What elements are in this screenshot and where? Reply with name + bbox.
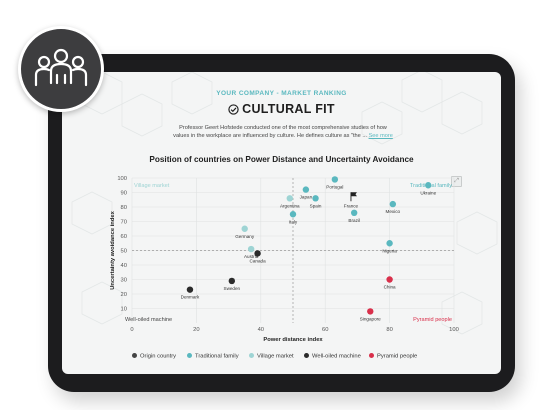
page-subtitle: YOUR COMPANY - MARKET RANKING: [216, 90, 347, 97]
data-point: [386, 240, 393, 247]
y-tick-label: 10: [121, 307, 127, 313]
data-point-label: France: [344, 203, 359, 208]
data-point: [228, 277, 236, 285]
data-point-label: Argentina: [280, 203, 300, 208]
data-point-label: Italy: [289, 219, 298, 224]
x-tick-label: 40: [258, 327, 264, 333]
data-point-label: Canada: [250, 258, 267, 263]
legend-label: Well-oiled machine: [312, 353, 361, 360]
data-point-label: Ukraine: [420, 190, 436, 195]
x-tick-label: 0: [130, 327, 133, 333]
data-point-label: Portugal: [326, 184, 343, 189]
data-point: [302, 186, 310, 193]
y-axis-label: Uncertainty avoidance index: [110, 210, 116, 289]
x-tick-label: 60: [322, 327, 328, 333]
data-point: [389, 200, 397, 208]
legend-item[interactable]: Village market: [249, 353, 294, 360]
x-tick-label: 20: [193, 327, 199, 333]
x-tick-label: 100: [449, 327, 459, 333]
y-tick-label: 90: [121, 191, 127, 197]
data-point: [350, 209, 358, 216]
scatter-chart: 0 20 40 60 80 100 10 20 30 40 50 60 70 80 90 100 Power d…: [110, 176, 459, 343]
data-point: [331, 176, 339, 183]
legend-dot: [304, 353, 309, 358]
legend-dot: [187, 353, 192, 358]
hexagon-background-pattern: [71, 72, 498, 335]
page-title: CULTURAL FIT: [62, 102, 501, 116]
legend-label: Traditional family: [195, 353, 239, 360]
legend-item[interactable]: Pyramid people: [369, 353, 417, 360]
legend-item[interactable]: Well-oiled machine: [304, 353, 361, 360]
data-point: [186, 286, 194, 293]
data-point-label: Japan: [300, 195, 313, 200]
data-point-label: Mexico: [386, 209, 401, 214]
quadrant-label-top-left: Village market: [134, 183, 170, 189]
data-point-label: Nigeria: [382, 248, 397, 253]
see-more-link[interactable]: See more: [368, 132, 393, 139]
data-point: [289, 211, 297, 218]
legend-dot: [249, 353, 254, 358]
data-point-label: Austria: [244, 254, 259, 259]
y-tick-label: 50: [121, 249, 127, 255]
y-tick-label: 60: [121, 234, 127, 240]
chart-title: Position of countries on Power Distance …: [149, 155, 414, 164]
legend-item[interactable]: Traditional family: [187, 353, 239, 360]
data-point-label: China: [384, 285, 396, 290]
y-tick-label: 40: [121, 263, 127, 269]
team-people-icon: [34, 48, 88, 87]
x-axis-label: Power distance index: [263, 337, 323, 343]
team-badge: [18, 26, 104, 112]
y-tick-label: 30: [121, 278, 127, 284]
legend-label: Origin country: [140, 353, 177, 360]
data-point-label: Spain: [310, 203, 322, 208]
legend-label: Pyramid people: [377, 353, 418, 360]
legend-dot: [369, 353, 374, 358]
data-point: [425, 182, 432, 189]
origin-flag-icon: [350, 192, 357, 197]
y-tick-label: 20: [121, 292, 127, 298]
legend-label: Village market: [257, 353, 294, 360]
y-tick-label: 100: [117, 176, 127, 182]
data-point: [241, 225, 248, 232]
quadrant-label-bottom-left: Well-oiled machine: [125, 317, 172, 323]
y-tick-label: 70: [121, 220, 127, 226]
data-point: [254, 250, 261, 257]
data-point: [286, 195, 293, 202]
data-point-label: Germany: [235, 234, 255, 239]
y-tick-label: 80: [121, 205, 127, 211]
data-point-label: Brazil: [348, 218, 360, 223]
data-point-label: Singapore: [360, 316, 381, 321]
description-line-2: values in the workplace are influenced b…: [173, 132, 367, 139]
data-point: [367, 308, 374, 315]
data-point: [386, 276, 393, 283]
expand-icon[interactable]: ⤢: [451, 176, 462, 187]
legend-item[interactable]: Origin country: [132, 353, 176, 360]
data-point: [312, 195, 319, 202]
data-point-label: Denmark: [181, 295, 200, 300]
x-tick-label: 80: [386, 327, 392, 333]
page-title-text: CULTURAL FIT: [242, 102, 335, 116]
data-point: [247, 245, 255, 253]
chart-legend: Origin country Traditional family Village …: [132, 353, 452, 363]
description-line-1: Professor Geert Hofstede conducted one o…: [179, 125, 387, 131]
quadrant-label-bottom-right: Pyramid people: [413, 317, 452, 323]
legend-dot: [132, 353, 137, 358]
tablet-screen: YOUR COMPANY - MARKET RANKING CULTURAL F…: [62, 72, 501, 374]
data-point-label: Sweden: [224, 286, 241, 291]
description: Professor Geert Hofstede conducted one o…: [158, 125, 408, 140]
check-circle-icon: [228, 104, 239, 115]
